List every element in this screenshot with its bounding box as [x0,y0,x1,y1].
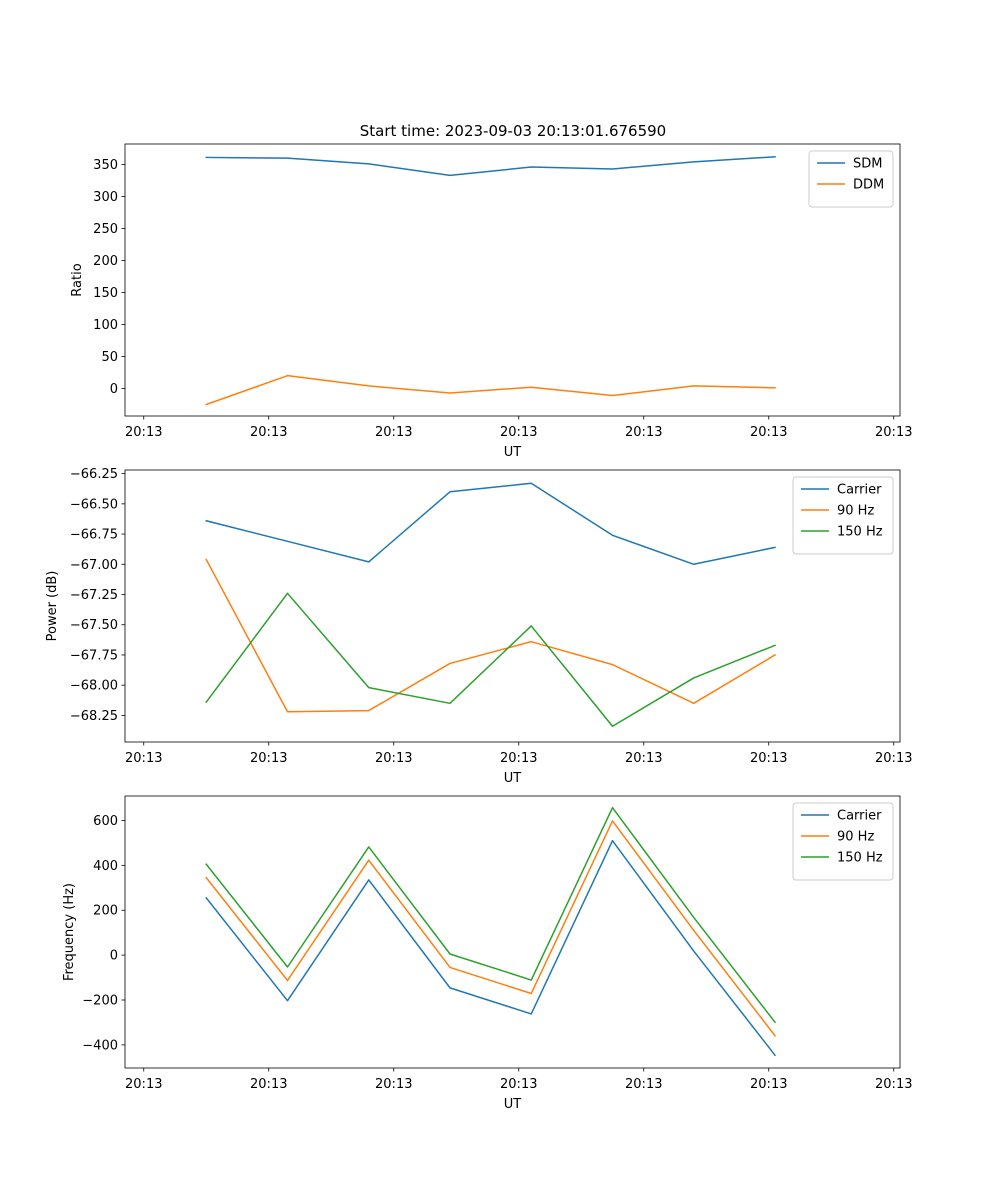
ratio-x-tick-label: 20:13 [875,425,912,440]
ratio-y-tick-label: 50 [101,350,118,365]
frequency-x-tick-label: 20:13 [375,1077,412,1092]
power-y-tick-label: −67.00 [70,558,118,573]
frequency-x-tick-label: 20:13 [625,1077,662,1092]
power-y-tick-label: −67.50 [70,618,118,633]
ratio-x-tick-label: 20:13 [750,425,787,440]
power-x-tick-label: 20:13 [875,751,912,766]
power-legend-entry: 150 Hz [837,525,883,540]
frequency-y-tick-label: −200 [82,994,118,1009]
power-series-150-hz-line [205,592,776,728]
ratio-y-tick-label: 350 [93,158,118,173]
frequency-y-tick-label: 0 [110,949,118,964]
frequency-panel: 20:1320:1320:1320:1320:1320:1320:1320:14… [62,795,912,1112]
ratio-legend-entry: SDM [853,157,882,172]
power-x-tick-label: 20:13 [125,751,162,766]
power-panel: 20:1320:1320:1320:1320:1320:1320:1320:14… [45,467,912,786]
ratio-series-sdm-line [205,156,776,177]
ratio-legend-entry: DDM [853,178,884,193]
ratio-y-tick-label: 200 [93,254,118,269]
power-y-tick-label: −68.00 [70,679,118,694]
frequency-x-tick-label: 20:13 [500,1077,537,1092]
frequency-x-axis-label: UT [504,1097,522,1112]
ratio-panel: 20:1320:1320:1320:1320:1320:1320:1320:14… [70,143,912,460]
power-x-axis-label: UT [504,771,522,786]
frequency-x-tick-label: 20:13 [750,1077,787,1092]
power-y-tick-label: −67.25 [70,588,118,603]
power-x-tick-label: 20:13 [250,751,287,766]
power-y-tick-label: −66.25 [70,467,118,482]
ratio-legend-box [808,150,894,208]
frequency-x-tick-label: 20:13 [250,1077,287,1092]
frequency-x-tick-label: 20:13 [875,1077,912,1092]
frequency-y-axis-label: Frequency (Hz) [62,883,77,981]
ratio-legend: SDM DDM [808,150,894,208]
power-x-tick-label: 20:13 [750,751,787,766]
frequency-y-tick-label: 400 [93,859,118,874]
figure-title: Start time: 2023-09-03 20:13:01.676590 [360,122,666,140]
ratio-series-ddm-line [205,374,776,406]
ratio-y-tick-label: 150 [93,286,118,301]
ratio-y-axis-label: Ratio [70,263,85,296]
power-y-tick-label: −67.75 [70,648,118,663]
frequency-series-150-hz-line [205,806,777,1024]
frequency-y-tick-label: −400 [82,1038,118,1053]
power-legend-entry: 90 Hz [837,504,874,519]
power-legend-entry: Carrier [837,483,882,498]
ratio-y-tick-label: 250 [93,222,118,237]
frequency-series-carrier-line [205,839,777,1057]
frequency-y-tick-label: 200 [93,904,118,919]
frequency-series-90-hz-line [205,820,777,1037]
frequency-legend-entry: 150 Hz [837,851,883,866]
power-y-tick-label: −66.75 [70,528,118,543]
ratio-x-tick-label: 20:13 [250,425,287,440]
power-legend: Carrier 90 Hz 150 Hz [792,476,894,555]
power-y-tick-label: −66.50 [70,497,118,512]
ratio-x-tick-label: 20:13 [125,425,162,440]
ratio-x-tick-label: 20:13 [625,425,662,440]
power-y-axis-label: Power (dB) [45,571,60,642]
frequency-legend-entry: 90 Hz [837,830,874,845]
ratio-y-tick-label: 0 [110,382,118,397]
power-y-tick-label: −68.25 [70,709,118,724]
frequency-legend-entry: Carrier [837,809,882,824]
ratio-axes-frame [124,143,901,417]
power-x-tick-label: 20:13 [375,751,412,766]
power-series-90-hz-line [205,558,777,713]
ratio-x-tick-label: 20:13 [375,425,412,440]
frequency-y-tick-label: 600 [93,814,118,829]
ratio-y-tick-label: 300 [93,190,118,205]
frequency-legend: Carrier 90 Hz 150 Hz [792,802,894,881]
ratio-x-axis-label: UT [504,445,522,460]
power-legend-box [792,476,894,555]
ratio-x-tick-label: 20:13 [500,425,537,440]
frequency-axes-frame [124,795,901,1069]
power-x-tick-label: 20:13 [625,751,662,766]
frequency-legend-box [792,802,894,881]
ratio-y-tick-label: 100 [93,318,118,333]
power-axes-frame [124,469,901,743]
frequency-x-tick-label: 20:13 [125,1077,162,1092]
power-series-carrier-line [205,482,776,566]
power-x-tick-label: 20:13 [500,751,537,766]
